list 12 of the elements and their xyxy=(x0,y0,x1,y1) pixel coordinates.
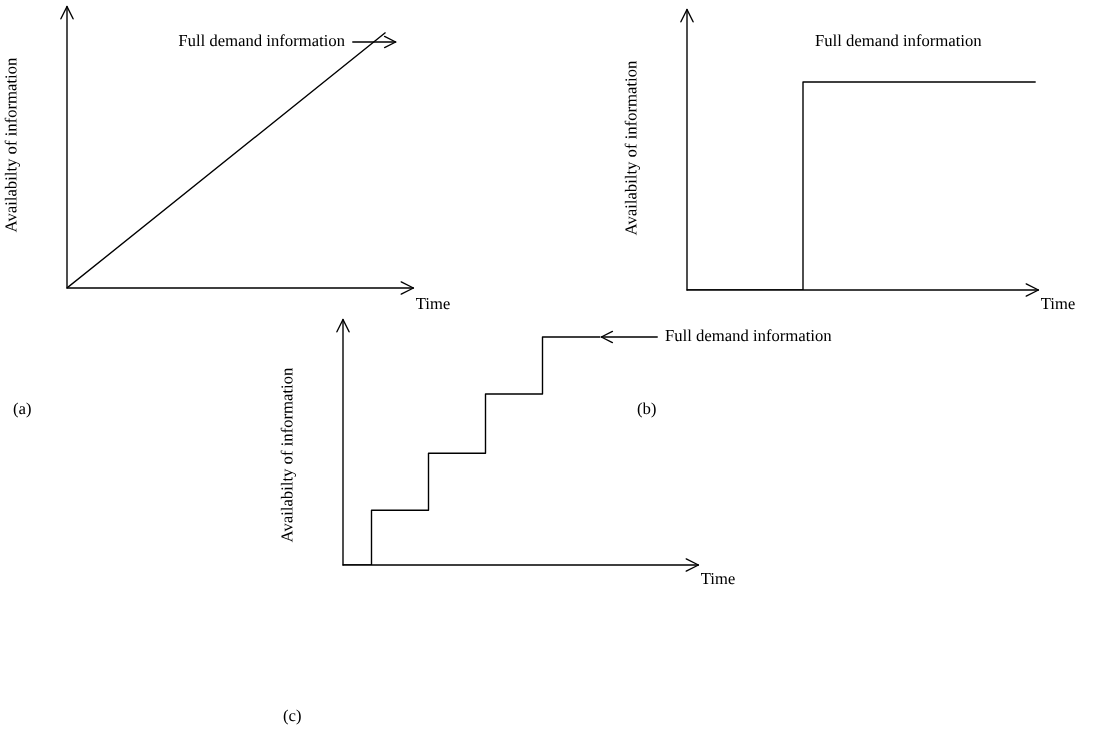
x-axis-title: Time xyxy=(1041,297,1075,310)
text: (c) xyxy=(283,709,301,725)
annotation: Full demand information xyxy=(178,34,345,47)
text: Full demand information xyxy=(815,34,982,47)
y-axis-title: Availabilty of information xyxy=(624,60,640,236)
y-axis-title: Availabilty of information xyxy=(4,57,20,233)
x-axis-title: Time xyxy=(416,297,450,310)
y-axis-title: Availabilty of information xyxy=(280,367,296,543)
text: Full demand information xyxy=(665,329,832,342)
text: (b) xyxy=(637,402,656,418)
x-axis-title: Time xyxy=(701,572,735,585)
text: (a) xyxy=(13,402,31,418)
